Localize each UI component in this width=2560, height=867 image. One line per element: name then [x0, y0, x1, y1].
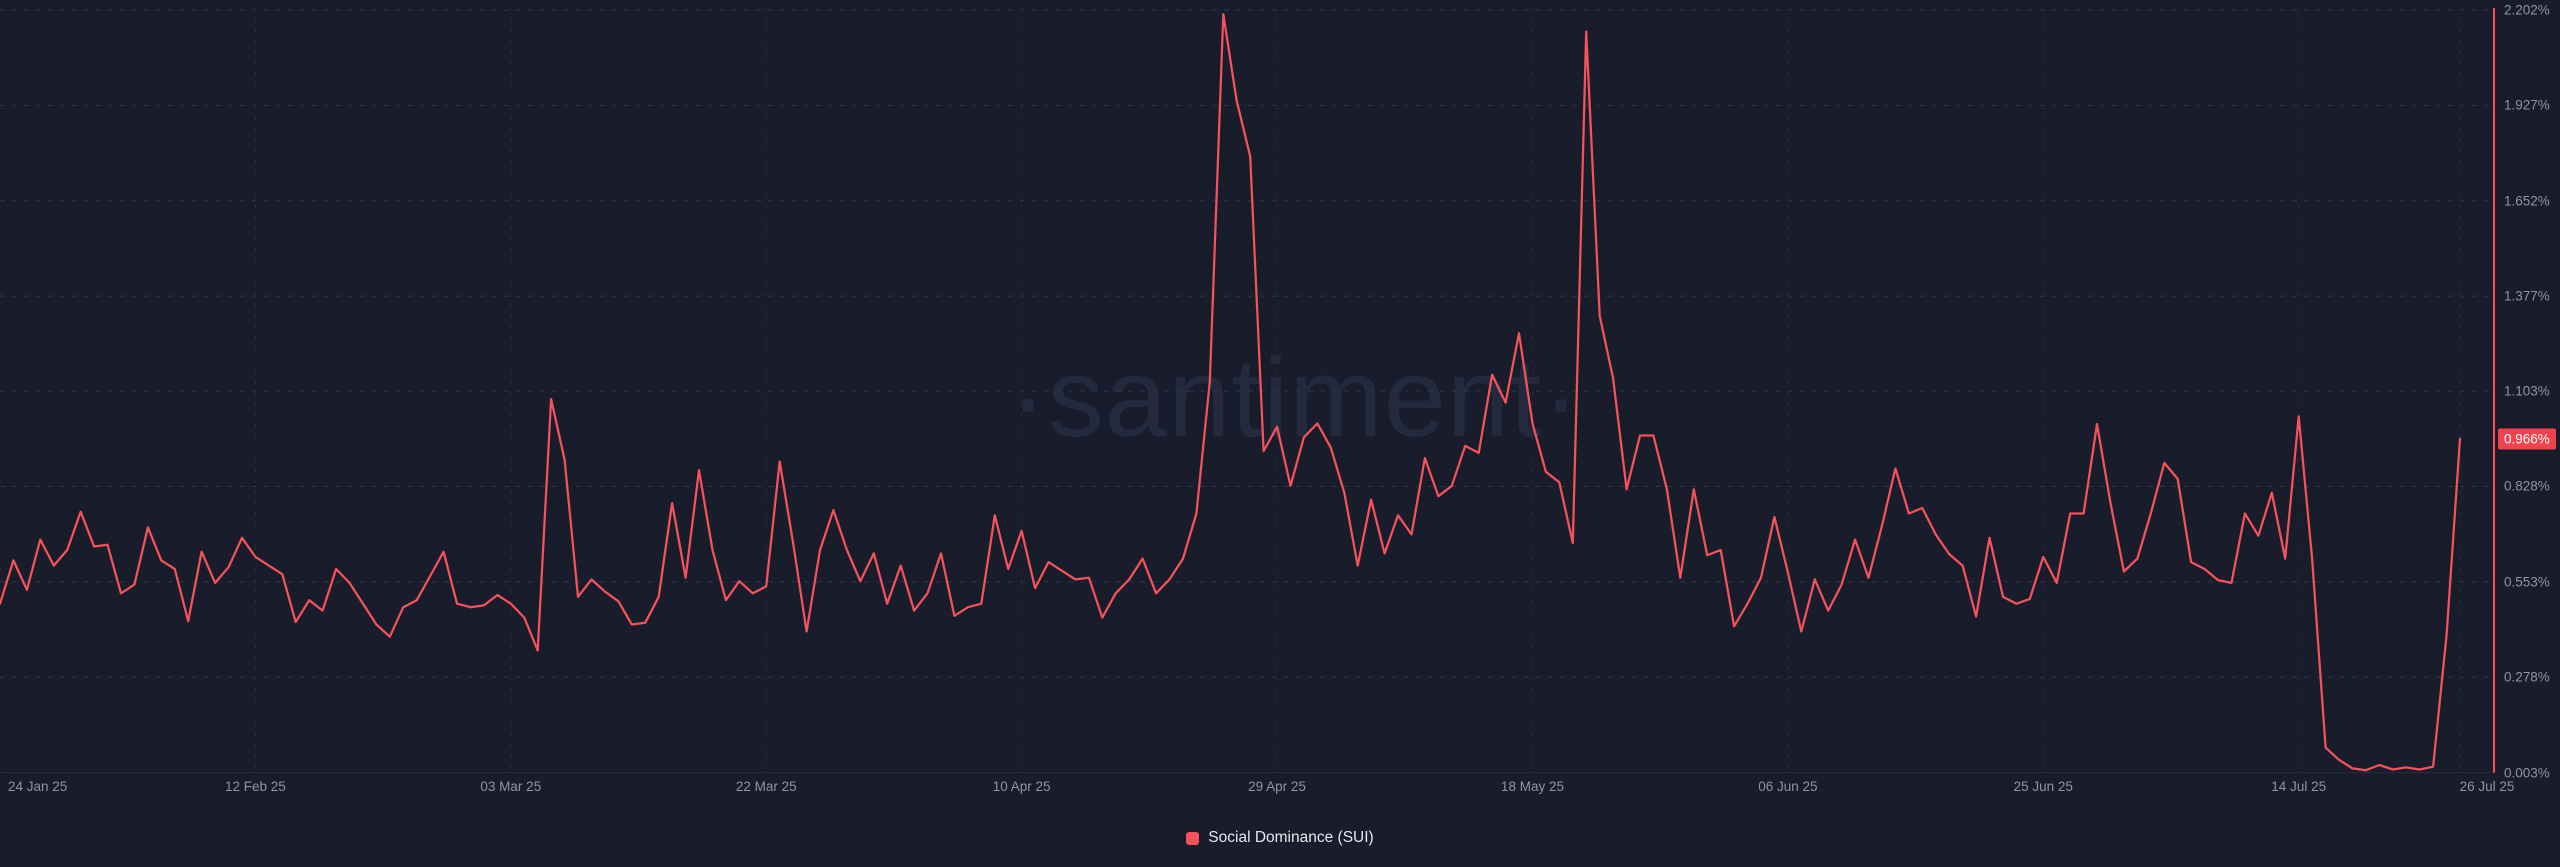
x-axis-label: 26 Jul 25 [2459, 779, 2515, 794]
latest-value-badge: 0.966% [2498, 428, 2556, 450]
legend: Social Dominance (SUI) [0, 826, 2560, 850]
x-axis-label: 03 Mar 25 [480, 779, 542, 794]
y-axis-label: 0.003% [2504, 765, 2550, 781]
x-axis-label: 29 Apr 25 [1248, 779, 1306, 794]
x-axis-label: 06 Jun 25 [1758, 779, 1818, 794]
y-axis-label: 1.377% [2504, 288, 2550, 304]
y-axis-label: 0.828% [2504, 478, 2550, 494]
x-axis-label: 14 Jul 25 [2271, 779, 2327, 794]
y-axis-label: 1.927% [2504, 97, 2550, 113]
legend-swatch-icon [1186, 831, 1200, 845]
y-axis-label: 1.652% [2504, 193, 2550, 209]
x-axis-label: 25 Jun 25 [2013, 779, 2073, 794]
y-axis-label: 0.553% [2504, 574, 2550, 590]
y-axis-label: 2.202% [2504, 2, 2550, 18]
y-axis-label: 1.103% [2504, 383, 2550, 399]
legend-item-social-dominance[interactable]: Social Dominance (SUI) [1186, 829, 1374, 847]
x-axis-label: 18 May 25 [1500, 779, 1564, 794]
x-axis-label: 22 Mar 25 [735, 779, 797, 794]
y-axis-label: 0.278% [2504, 669, 2550, 685]
x-axis-label: 10 Apr 25 [992, 779, 1051, 794]
social-dominance-line [0, 13, 2462, 772]
x-axis-label: 24 Jan 25 [8, 779, 68, 794]
x-axis-label: 12 Feb 25 [225, 779, 286, 794]
legend-label: Social Dominance (SUI) [1208, 829, 1374, 846]
